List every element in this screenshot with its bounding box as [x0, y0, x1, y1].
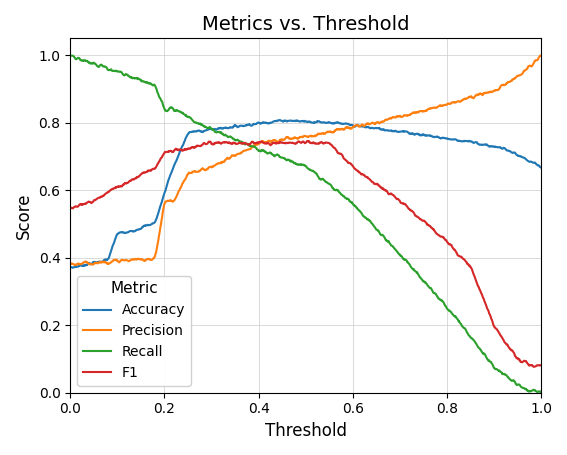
Accuracy [391, 129, 398, 134]
Accuracy [443, 136, 450, 141]
Legend: Accuracy, Precision, Recall, F1: Accuracy, Precision, Recall, F1 [77, 276, 191, 386]
Recall [258, 148, 265, 153]
F1 [115, 184, 122, 190]
Recall [67, 53, 74, 59]
Accuracy [274, 118, 281, 123]
Precision [537, 53, 544, 58]
Precision [258, 140, 265, 145]
Y-axis label: Score: Score [15, 192, 33, 239]
Precision [116, 259, 122, 265]
X-axis label: Threshold: Threshold [265, 422, 346, 440]
F1 [67, 205, 74, 210]
Line: Accuracy: Accuracy [70, 120, 541, 268]
F1 [274, 140, 281, 146]
F1 [443, 238, 450, 243]
F1 [391, 193, 397, 198]
Accuracy [67, 264, 74, 270]
Line: F1: F1 [70, 141, 541, 367]
Line: Recall: Recall [70, 56, 541, 392]
F1 [538, 362, 544, 368]
Accuracy [69, 265, 76, 271]
Precision [73, 262, 79, 268]
Precision [274, 139, 281, 145]
Accuracy [538, 165, 544, 170]
Title: Metrics vs. Threshold: Metrics vs. Threshold [202, 15, 409, 34]
Recall [434, 294, 441, 300]
Accuracy [258, 121, 265, 126]
F1 [434, 232, 441, 238]
Precision [434, 104, 441, 110]
F1 [531, 364, 538, 369]
F1 [304, 138, 311, 144]
Recall [116, 69, 122, 74]
Accuracy [116, 230, 122, 236]
Recall [67, 53, 74, 58]
Precision [443, 102, 450, 107]
Precision [67, 261, 74, 267]
F1 [257, 139, 264, 145]
Recall [391, 245, 397, 251]
Line: Precision: Precision [70, 56, 541, 265]
Precision [538, 53, 544, 58]
Recall [443, 304, 450, 310]
Accuracy [435, 134, 442, 140]
Accuracy [276, 117, 283, 123]
Precision [391, 114, 397, 120]
Recall [538, 389, 544, 395]
Recall [274, 152, 281, 158]
